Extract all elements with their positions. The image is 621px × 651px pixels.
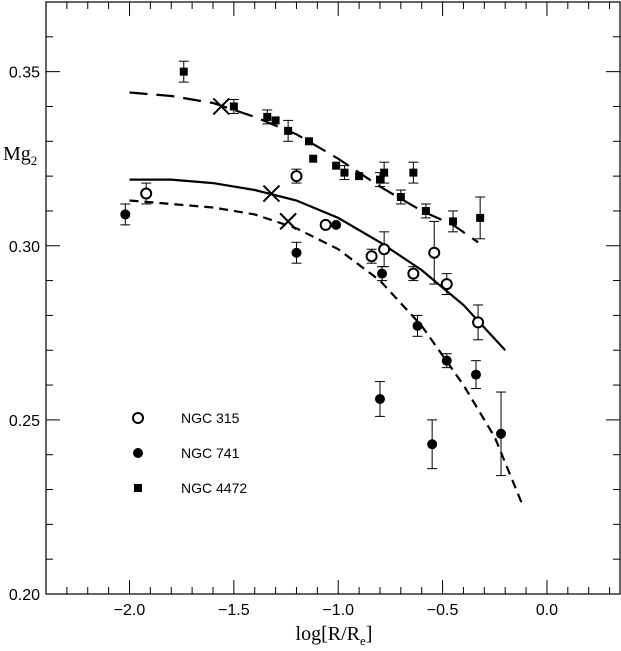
y-tick-label: 0.30 (9, 239, 40, 256)
data-point (319, 218, 332, 231)
x-tick-label: −1.5 (218, 602, 250, 619)
data-point (290, 170, 303, 183)
data-point (120, 209, 131, 220)
data-point (340, 168, 349, 177)
data-point (309, 154, 318, 163)
data-point (377, 268, 388, 279)
legend: NGC 315 NGC 741 NGC 4472 (132, 410, 247, 496)
data-point (380, 168, 389, 177)
x-axis-title: log[R/Re] (296, 623, 373, 648)
data-point (470, 369, 481, 380)
legend-marker (134, 484, 142, 492)
x-tick-label: −1.0 (322, 602, 354, 619)
plot-frame (45, 1, 621, 595)
data-point (441, 355, 452, 366)
data-point (412, 320, 423, 331)
cross-stroke (262, 184, 281, 203)
cross-stroke (212, 97, 231, 116)
data-point (476, 213, 485, 222)
data-point (229, 102, 238, 111)
data-point (407, 267, 420, 280)
data-point (421, 206, 430, 215)
legend-label: NGC 4472 (181, 480, 247, 496)
x-tick-label: −2.0 (114, 602, 146, 619)
model-curves (129, 91, 523, 504)
data-point (440, 278, 453, 291)
data-point (374, 393, 385, 404)
data-point (332, 161, 341, 170)
data-point (365, 250, 378, 263)
data-point (263, 112, 272, 121)
cross-marker (279, 212, 297, 231)
y-tick-label: 0.25 (9, 413, 40, 430)
legend-label: NGC 741 (181, 445, 240, 461)
tick-labels: −2.0 −1.5 −1.0 −0.5 0.0 0.20 0.25 0.30 0.35 (9, 65, 558, 619)
legend-marker (132, 412, 144, 424)
curve-solid (129, 178, 507, 351)
data-markers (120, 67, 507, 450)
cross-marker (212, 97, 231, 116)
y-tick-label: 0.20 (9, 587, 40, 604)
data-point (355, 172, 364, 181)
curve-long-dash (129, 91, 479, 244)
data-point (409, 168, 418, 177)
legend-marker (133, 448, 143, 458)
y-axis-title: Mg2 (3, 143, 37, 168)
data-point (378, 243, 391, 256)
x-tick-label: −0.5 (427, 602, 459, 619)
axis-ticks (45, 1, 620, 595)
data-point (291, 247, 302, 258)
cross-marker (262, 184, 281, 203)
cross-stroke (279, 212, 297, 231)
data-point (140, 187, 153, 200)
data-point (271, 116, 280, 125)
data-point (472, 316, 485, 329)
data-point (396, 193, 405, 202)
error-bars (120, 60, 507, 477)
data-point (496, 428, 507, 439)
cross-markers (212, 97, 297, 231)
data-point (427, 439, 438, 450)
curve-short-dash (129, 199, 523, 504)
data-point (375, 175, 384, 184)
legend-label: NGC 315 (181, 410, 240, 426)
data-point (428, 246, 441, 259)
x-tick-label: 0.0 (536, 602, 558, 619)
y-tick-label: 0.35 (9, 65, 40, 82)
data-point (331, 219, 342, 230)
data-point (179, 67, 188, 76)
data-point (304, 137, 313, 146)
data-point (449, 217, 458, 226)
data-point (284, 126, 293, 135)
